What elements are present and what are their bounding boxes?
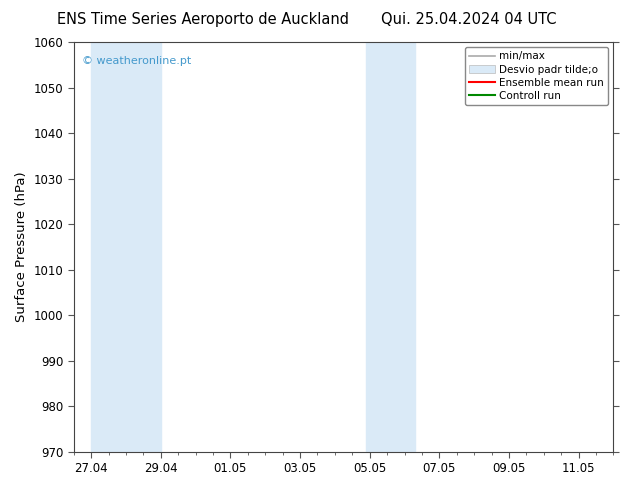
Bar bbox=[366, 42, 415, 452]
Legend: min/max, Desvio padr tilde;o, Ensemble mean run, Controll run: min/max, Desvio padr tilde;o, Ensemble m… bbox=[465, 47, 608, 105]
Y-axis label: Surface Pressure (hPa): Surface Pressure (hPa) bbox=[15, 172, 28, 322]
Text: ENS Time Series Aeroporto de Auckland: ENS Time Series Aeroporto de Auckland bbox=[57, 12, 349, 27]
Text: © weatheronline.pt: © weatheronline.pt bbox=[82, 56, 191, 66]
Bar bbox=[91, 42, 161, 452]
Text: Qui. 25.04.2024 04 UTC: Qui. 25.04.2024 04 UTC bbox=[382, 12, 557, 27]
